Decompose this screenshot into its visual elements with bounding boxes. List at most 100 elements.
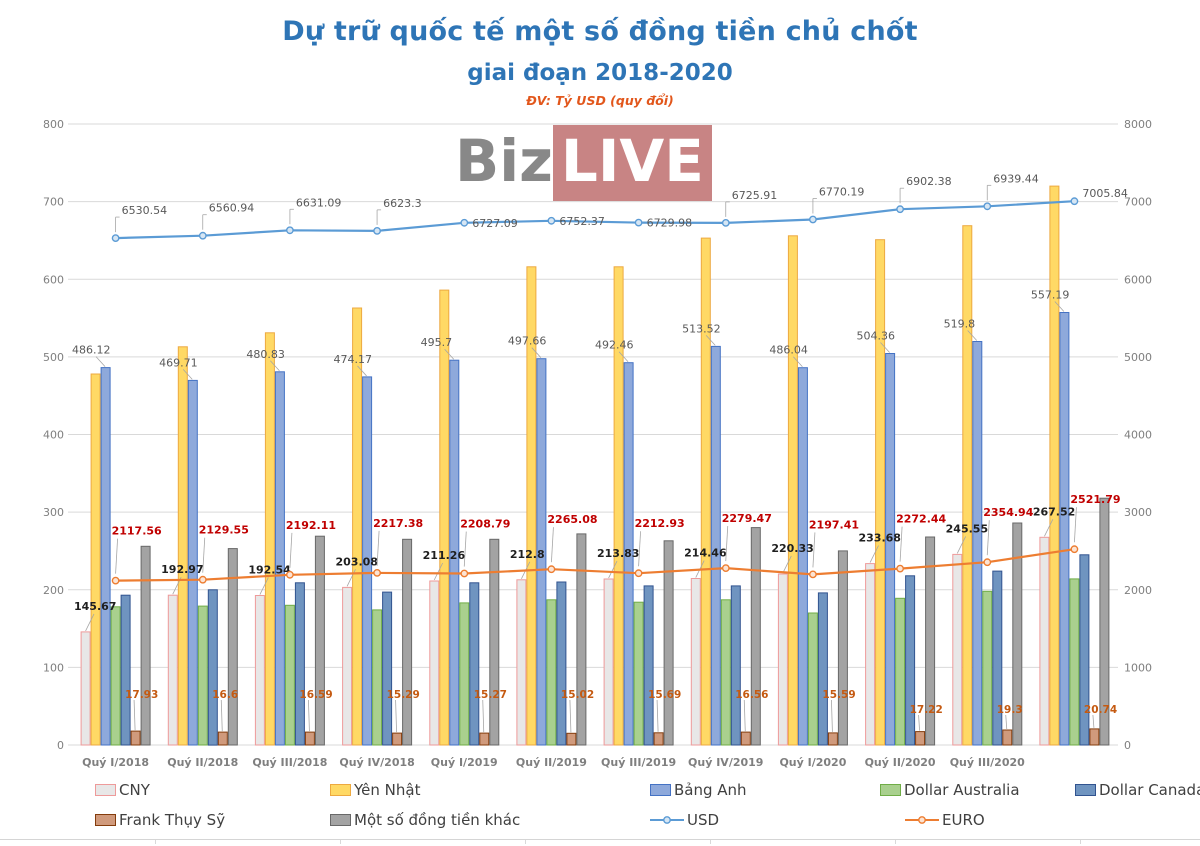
svg-text:Quý I/2020: Quý I/2020	[779, 756, 846, 769]
gridlines	[68, 123, 1118, 746]
x-axis-labels: Quý I/2018 Quý II/2018 Quý III/2018 Quý IV/…	[82, 756, 1025, 769]
svg-text:519.8: 519.8	[944, 318, 976, 331]
svg-text:20.74: 20.74	[1084, 704, 1117, 716]
svg-text:2192.11: 2192.11	[286, 519, 336, 532]
svg-text:2217.38: 2217.38	[373, 517, 423, 530]
bars-5	[130, 728, 1100, 746]
svg-text:6725.91: 6725.91	[732, 189, 778, 202]
svg-text:4000: 4000	[1124, 429, 1152, 442]
svg-text:Quý IV/2018: Quý IV/2018	[339, 756, 414, 769]
svg-text:Quý II/2018: Quý II/2018	[167, 756, 238, 769]
svg-text:480.83: 480.83	[246, 348, 284, 361]
unit-note: ĐV: Tỷ USD (quy đổi)	[526, 93, 674, 108]
svg-text:700: 700	[43, 196, 64, 209]
chart-title: Dự trữ quốc tế một số đồng tiền chủ chốt	[282, 16, 918, 47]
svg-text:2272.44: 2272.44	[896, 513, 946, 526]
svg-text:2279.47: 2279.47	[722, 512, 772, 525]
svg-text:400: 400	[43, 429, 64, 442]
svg-text:192.54: 192.54	[248, 564, 291, 577]
svg-text:212.8: 212.8	[510, 548, 545, 561]
watermark-live-text: LIVE	[552, 125, 712, 201]
svg-text:6530.54: 6530.54	[122, 204, 168, 217]
svg-text:2208.79: 2208.79	[460, 518, 510, 531]
svg-text:Quý I/2018: Quý I/2018	[82, 756, 149, 769]
bizlive-watermark: Biz LIVE	[455, 125, 712, 209]
svg-text:214.46: 214.46	[684, 547, 727, 560]
watermark-biz-text: Biz	[455, 127, 553, 195]
svg-text:6623.3: 6623.3	[383, 197, 422, 210]
svg-text:Quý II/2020: Quý II/2020	[865, 756, 936, 769]
svg-text:2197.41: 2197.41	[809, 518, 859, 531]
svg-text:6770.19: 6770.19	[819, 185, 865, 198]
svg-text:557.19: 557.19	[1031, 288, 1070, 301]
svg-text:15.29: 15.29	[387, 689, 420, 701]
svg-text:3000: 3000	[1124, 506, 1152, 519]
svg-text:233.68: 233.68	[859, 532, 901, 545]
gbp-labels: 486.12 469.71 480.83 474.17 495.7 497.66 492.4…	[72, 288, 1070, 380]
svg-text:267.52: 267.52	[1033, 505, 1075, 518]
svg-text:145.67: 145.67	[74, 600, 116, 613]
svg-text:5000: 5000	[1124, 351, 1152, 364]
chart-subtitle: giai đoạn 2018-2020	[467, 60, 733, 86]
svg-text:8000: 8000	[1124, 118, 1152, 131]
svg-text:6727.09: 6727.09	[472, 217, 518, 230]
svg-text:2354.94: 2354.94	[983, 506, 1033, 519]
svg-text:16.6: 16.6	[212, 689, 238, 701]
svg-text:7005.84: 7005.84	[1082, 187, 1128, 200]
svg-text:15.27: 15.27	[474, 689, 507, 701]
svg-text:6000: 6000	[1124, 273, 1152, 286]
svg-text:6752.37: 6752.37	[559, 215, 605, 228]
svg-text:600: 600	[43, 273, 64, 286]
bars-1	[90, 185, 1060, 746]
svg-text:486.04: 486.04	[769, 344, 808, 357]
svg-text:192.97: 192.97	[161, 563, 203, 576]
line-euro	[111, 545, 1079, 585]
svg-text:513.52: 513.52	[682, 322, 721, 335]
bars-2	[100, 312, 1070, 746]
svg-text:6560.94: 6560.94	[209, 202, 255, 215]
svg-text:7000: 7000	[1124, 196, 1152, 209]
svg-text:Quý I/2019: Quý I/2019	[431, 756, 498, 769]
bars-4	[120, 554, 1090, 746]
svg-text:203.08: 203.08	[336, 555, 378, 568]
svg-text:0: 0	[57, 739, 64, 752]
cny-labels: 145.67 192.97 192.54 203.08 211.26 212.8 213.8…	[74, 505, 1075, 632]
svg-text:1000: 1000	[1124, 661, 1152, 674]
spreadsheet-row-edge	[0, 839, 1200, 846]
right-axis-ticks: 8000 7000 6000 5000 4000 3000 2000 1000 0	[1124, 118, 1152, 752]
svg-text:300: 300	[43, 506, 64, 519]
svg-text:100: 100	[43, 661, 64, 674]
svg-text:200: 200	[43, 584, 64, 597]
chf-labels: 17.93 16.6 16.59 15.29 15.27 15.02 15.69 16.56 1…	[125, 689, 1117, 733]
svg-text:504.36: 504.36	[857, 329, 896, 342]
svg-text:Quý III/2018: Quý III/2018	[252, 756, 327, 769]
svg-text:17.22: 17.22	[910, 704, 943, 716]
bars-6	[140, 497, 1110, 746]
svg-text:474.17: 474.17	[334, 353, 373, 366]
svg-text:16.56: 16.56	[735, 689, 768, 701]
left-axis-ticks: 800 700 600 500 400 300 200 100 0	[43, 118, 64, 752]
svg-text:15.02: 15.02	[561, 689, 594, 701]
svg-text:15.69: 15.69	[648, 689, 681, 701]
svg-text:0: 0	[1124, 739, 1131, 752]
svg-text:211.26: 211.26	[423, 549, 466, 562]
svg-text:16.59: 16.59	[299, 689, 332, 701]
svg-text:6631.09: 6631.09	[296, 196, 342, 209]
bars-0	[80, 536, 1050, 746]
svg-text:Quý III/2019: Quý III/2019	[601, 756, 676, 769]
svg-text:6902.38: 6902.38	[906, 175, 952, 188]
svg-text:469.71: 469.71	[159, 356, 198, 369]
usd-labels: 6530.54 6560.94 6631.09 6623.3 6727.09 6752.3…	[115, 172, 1128, 233]
svg-text:Quý IV/2019: Quý IV/2019	[688, 756, 763, 769]
svg-text:486.12: 486.12	[72, 344, 111, 357]
svg-text:2265.08: 2265.08	[547, 513, 597, 526]
svg-text:2117.56: 2117.56	[112, 525, 162, 538]
euro-labels: 2117.56 2129.55 2192.11 2217.38 2208.79 2265.…	[112, 493, 1121, 574]
svg-text:Quý III/2020: Quý III/2020	[950, 756, 1025, 769]
svg-text:2212.93: 2212.93	[635, 517, 685, 530]
svg-text:2000: 2000	[1124, 584, 1152, 597]
svg-text:495.7: 495.7	[421, 336, 453, 349]
